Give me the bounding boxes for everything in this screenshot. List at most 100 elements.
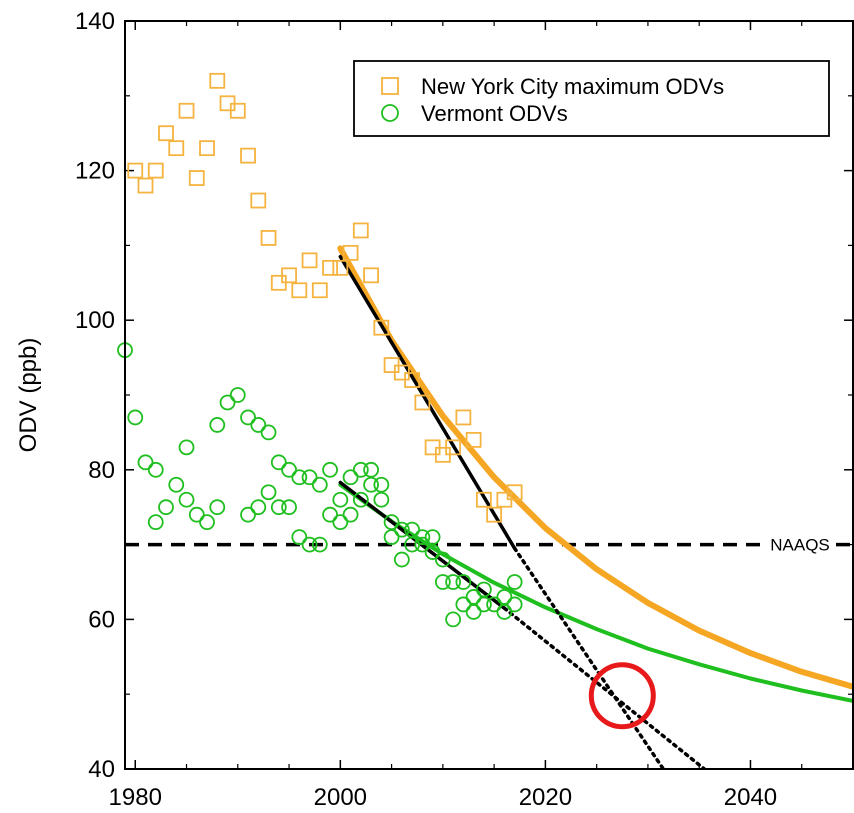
vermont-point bbox=[352, 491, 369, 508]
y-tick-label: 80 bbox=[88, 457, 115, 484]
vermont-point bbox=[434, 574, 451, 590]
vermont-point bbox=[455, 596, 472, 613]
vermont-point bbox=[291, 529, 308, 546]
nyc-point bbox=[281, 267, 297, 284]
vermont-point bbox=[414, 536, 431, 553]
legend-label: Vermont ODVs bbox=[421, 101, 568, 126]
nyc-point bbox=[465, 431, 482, 448]
nyc-point bbox=[137, 177, 154, 194]
highlight-circle bbox=[588, 662, 656, 730]
vermont-point bbox=[506, 574, 523, 590]
vermont-point bbox=[219, 394, 236, 411]
vermont-point bbox=[270, 499, 287, 516]
plot-frame bbox=[124, 20, 854, 770]
legend-box bbox=[353, 60, 830, 137]
vermont-point bbox=[250, 417, 267, 433]
vermont-point bbox=[250, 499, 267, 516]
linear-fit-extrapolation bbox=[512, 546, 666, 769]
vermont-point bbox=[342, 506, 359, 523]
vermont-point bbox=[363, 476, 379, 493]
vermont-point bbox=[301, 469, 318, 486]
vermont-point bbox=[311, 476, 328, 493]
nyc-point bbox=[178, 102, 195, 119]
y-tick-label: 60 bbox=[88, 606, 115, 633]
legend-circle-marker bbox=[381, 104, 399, 122]
naaqs-label: NAAQS bbox=[770, 536, 830, 555]
legend-square-marker bbox=[381, 77, 399, 95]
nyc-point bbox=[291, 282, 308, 299]
vermont-point bbox=[240, 409, 256, 426]
vermont-point bbox=[383, 514, 400, 531]
vermont-point bbox=[486, 596, 503, 613]
nyc-point bbox=[229, 102, 246, 119]
x-tick-label: 2040 bbox=[724, 784, 777, 811]
vermont-point bbox=[209, 499, 226, 516]
y-tick-label: 40 bbox=[88, 756, 115, 783]
linear-fit-extrapolation bbox=[502, 606, 707, 769]
data-points bbox=[117, 72, 523, 628]
vermont-point bbox=[301, 536, 318, 553]
vermont-point bbox=[322, 461, 338, 478]
nyc-point bbox=[445, 439, 462, 456]
exponential-fit-curve bbox=[337, 245, 853, 690]
vermont-point bbox=[342, 469, 359, 486]
vermont-point bbox=[383, 529, 400, 546]
vermont-point bbox=[168, 476, 185, 493]
nyc-point bbox=[260, 230, 277, 246]
nyc-point bbox=[322, 259, 338, 276]
vermont-point bbox=[291, 469, 308, 486]
y-tick-label: 100 bbox=[75, 307, 115, 334]
vermont-point bbox=[363, 461, 379, 478]
nyc-point bbox=[342, 244, 359, 261]
nyc-point bbox=[147, 162, 164, 179]
vermont-point bbox=[127, 409, 144, 426]
vermont-point bbox=[260, 424, 277, 441]
vermont-point bbox=[147, 514, 164, 531]
vermont-point bbox=[445, 574, 462, 590]
vermont-point bbox=[373, 476, 390, 493]
vermont-point bbox=[475, 581, 492, 598]
vermont-point bbox=[332, 514, 349, 531]
vermont-point bbox=[414, 529, 431, 546]
vermont-point bbox=[404, 536, 420, 553]
vermont-point bbox=[496, 604, 513, 620]
vermont-point bbox=[393, 551, 410, 568]
vermont-point bbox=[281, 461, 297, 478]
nyc-point bbox=[250, 192, 267, 209]
nyc-point bbox=[455, 409, 472, 426]
nyc-point bbox=[486, 506, 503, 523]
vermont-point bbox=[393, 521, 410, 538]
vermont-point bbox=[178, 439, 195, 456]
vermont-point bbox=[311, 536, 328, 553]
vermont-point bbox=[496, 589, 513, 605]
tick-labels: 1980 2000 2020 2040 40 60 80 100 120 140 bbox=[75, 8, 777, 811]
nyc-point bbox=[352, 222, 369, 239]
vermont-point bbox=[404, 521, 420, 538]
vermont-point bbox=[424, 529, 441, 546]
vermont-point bbox=[506, 596, 523, 613]
vermont-point bbox=[373, 491, 390, 508]
vermont-point bbox=[322, 506, 338, 523]
vermont-point bbox=[270, 454, 287, 471]
vermont-point bbox=[199, 514, 215, 531]
nyc-point bbox=[240, 147, 256, 164]
y-tick-label: 140 bbox=[75, 8, 115, 35]
nyc-point bbox=[209, 72, 226, 89]
vermont-point bbox=[424, 544, 441, 560]
intersection-highlight bbox=[588, 662, 656, 730]
fit-curves bbox=[337, 245, 853, 769]
nyc-point bbox=[332, 259, 349, 276]
nyc-point bbox=[301, 252, 318, 269]
nyc-point bbox=[158, 125, 174, 142]
x-tick-label: 2000 bbox=[314, 784, 367, 811]
vermont-point bbox=[465, 589, 482, 605]
nyc-point bbox=[373, 319, 390, 336]
nyc-point bbox=[363, 267, 379, 284]
vermont-point bbox=[281, 499, 297, 516]
nyc-point bbox=[168, 140, 185, 157]
naaqs-reference-line: NAAQS bbox=[125, 536, 853, 555]
nyc-point bbox=[311, 282, 328, 299]
nyc-point bbox=[127, 162, 144, 179]
